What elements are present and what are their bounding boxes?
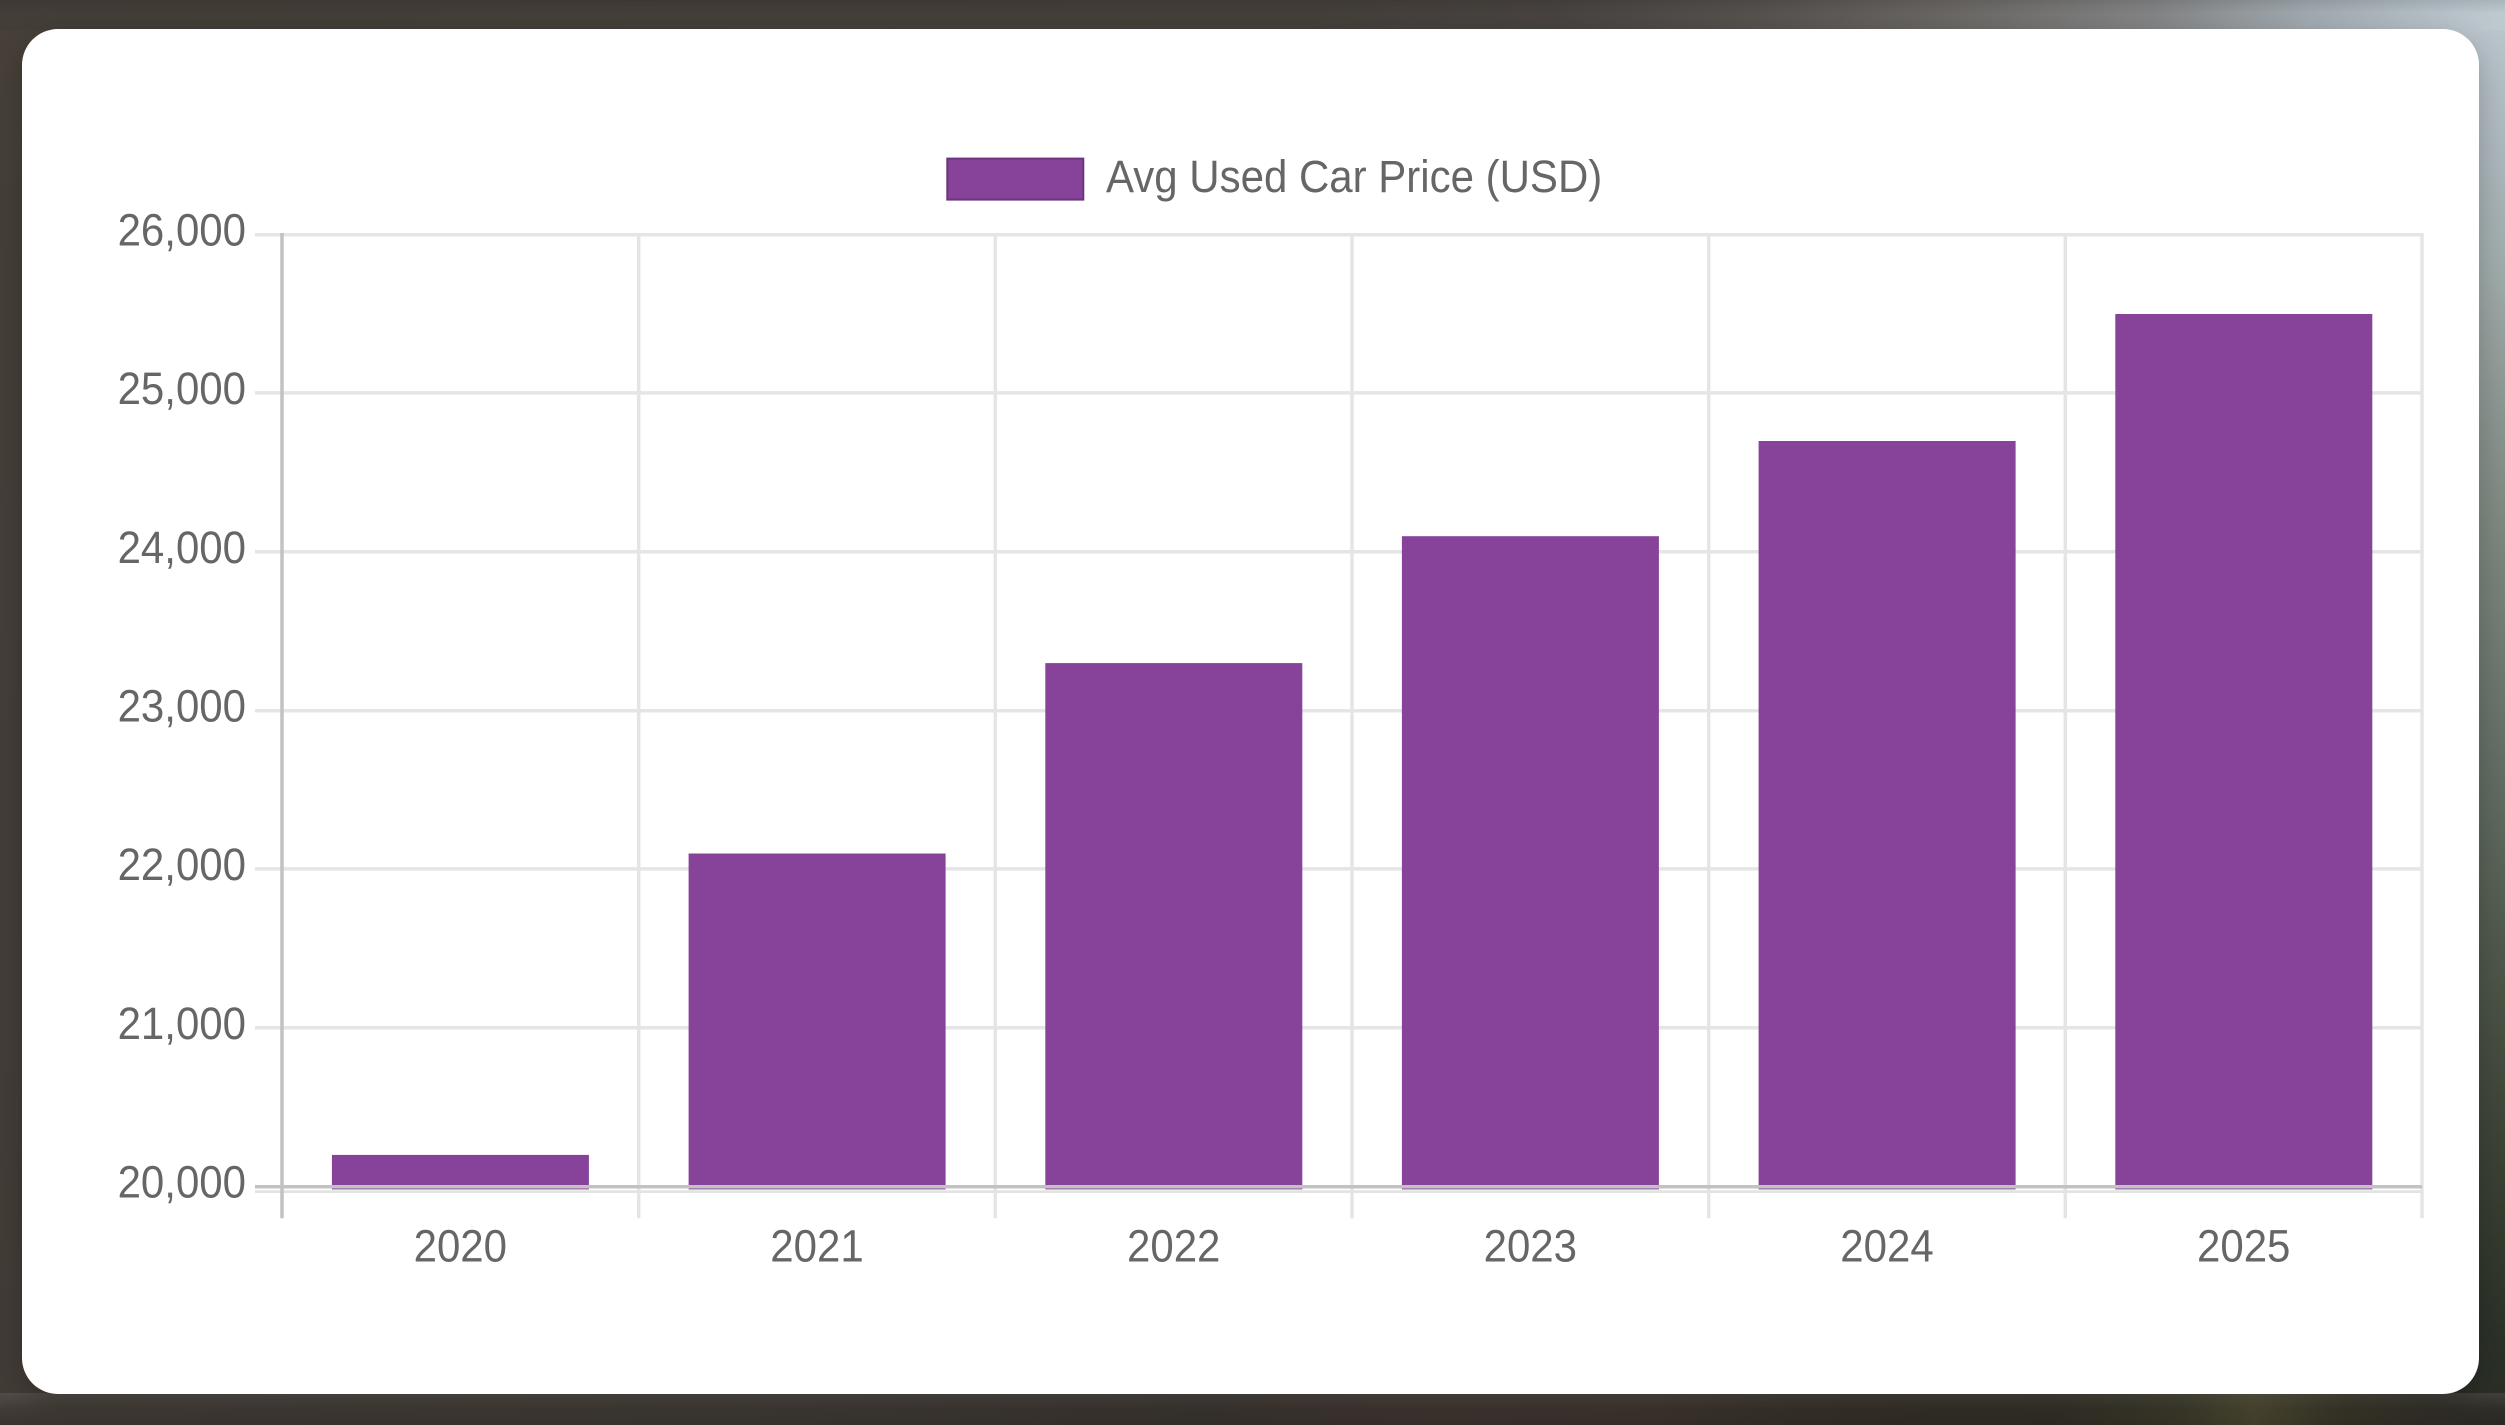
svg-text:22,000: 22,000 <box>118 839 246 890</box>
svg-text:2023: 2023 <box>1484 1221 1577 1272</box>
svg-text:23,000: 23,000 <box>118 681 246 732</box>
svg-text:2021: 2021 <box>770 1221 863 1272</box>
svg-text:26,000: 26,000 <box>118 205 246 256</box>
svg-text:Avg Used Car Price (USD): Avg Used Car Price (USD) <box>1106 152 1602 203</box>
svg-text:2024: 2024 <box>1840 1221 1933 1272</box>
svg-text:25,000: 25,000 <box>118 363 246 414</box>
svg-text:24,000: 24,000 <box>118 522 246 573</box>
svg-text:2025: 2025 <box>2197 1221 2290 1272</box>
svg-text:20,000: 20,000 <box>118 1157 246 1208</box>
svg-text:2020: 2020 <box>414 1221 507 1272</box>
svg-text:21,000: 21,000 <box>118 998 246 1049</box>
svg-text:2022: 2022 <box>1127 1221 1220 1272</box>
